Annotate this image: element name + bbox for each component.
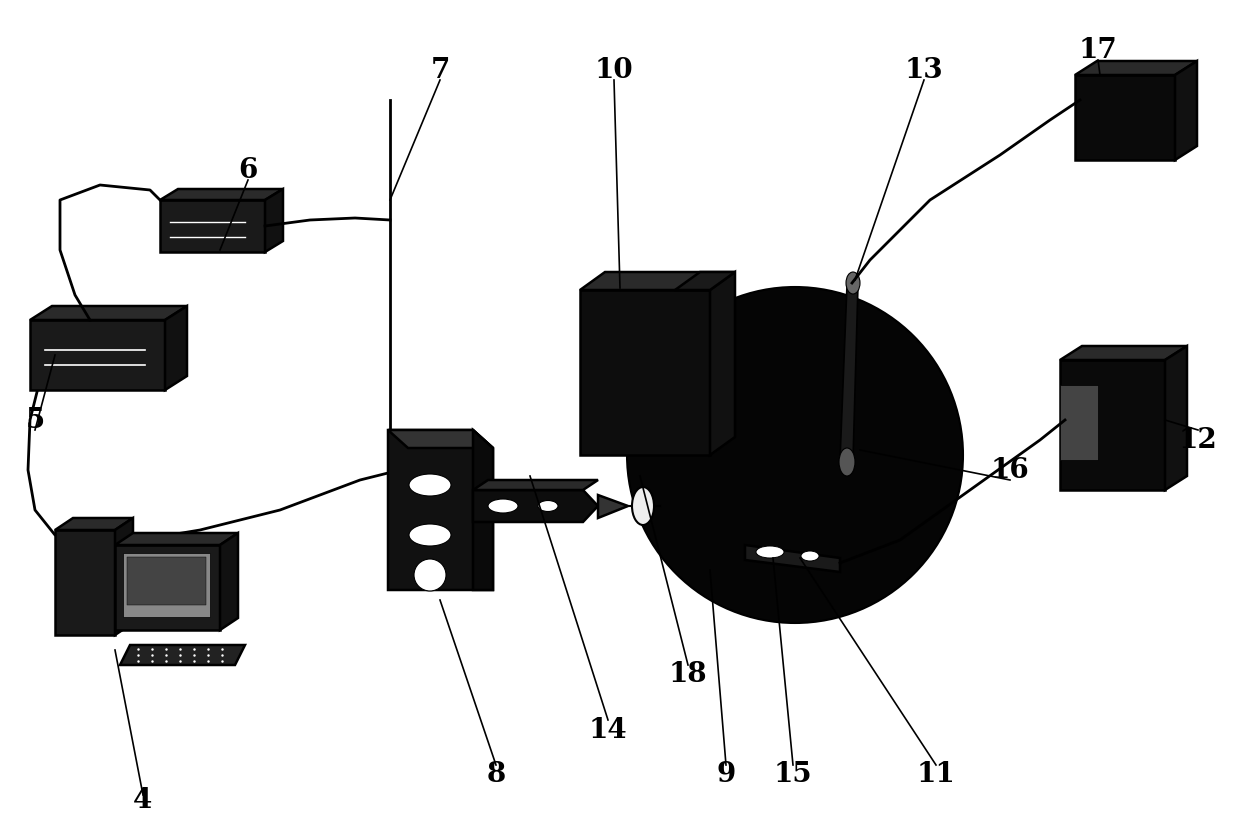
Polygon shape xyxy=(120,645,246,665)
Text: 17: 17 xyxy=(1079,37,1117,64)
Ellipse shape xyxy=(756,546,784,558)
Polygon shape xyxy=(580,272,735,290)
Polygon shape xyxy=(1060,346,1187,360)
Polygon shape xyxy=(123,553,210,617)
Polygon shape xyxy=(115,533,238,545)
Polygon shape xyxy=(388,430,494,590)
Polygon shape xyxy=(1166,346,1187,490)
Text: 10: 10 xyxy=(595,56,634,84)
Polygon shape xyxy=(839,285,858,460)
Polygon shape xyxy=(1060,360,1166,490)
Polygon shape xyxy=(472,490,598,522)
Ellipse shape xyxy=(538,501,558,512)
Ellipse shape xyxy=(409,474,451,496)
Polygon shape xyxy=(598,495,627,518)
Polygon shape xyxy=(1075,75,1176,160)
Text: 12: 12 xyxy=(1179,426,1218,454)
Text: 14: 14 xyxy=(589,717,627,743)
Ellipse shape xyxy=(839,448,856,476)
Polygon shape xyxy=(160,200,265,252)
Text: 11: 11 xyxy=(916,762,955,789)
Text: 7: 7 xyxy=(430,56,450,84)
Polygon shape xyxy=(1075,61,1197,75)
Polygon shape xyxy=(472,480,598,490)
Polygon shape xyxy=(115,545,219,630)
Polygon shape xyxy=(219,533,238,630)
Text: 9: 9 xyxy=(717,762,735,789)
Polygon shape xyxy=(160,189,283,200)
Text: 15: 15 xyxy=(774,762,812,789)
Ellipse shape xyxy=(801,551,818,561)
Polygon shape xyxy=(30,320,165,390)
Text: 8: 8 xyxy=(486,762,506,789)
Text: 16: 16 xyxy=(991,456,1029,483)
Polygon shape xyxy=(30,306,187,320)
Circle shape xyxy=(627,287,963,623)
Polygon shape xyxy=(55,530,115,635)
Polygon shape xyxy=(745,545,839,572)
Polygon shape xyxy=(1176,61,1197,160)
Ellipse shape xyxy=(489,499,518,513)
Ellipse shape xyxy=(632,487,653,525)
Polygon shape xyxy=(126,557,206,605)
Circle shape xyxy=(414,559,446,591)
Polygon shape xyxy=(55,518,133,530)
Text: 13: 13 xyxy=(905,56,944,84)
Text: 6: 6 xyxy=(238,157,258,184)
Text: 5: 5 xyxy=(25,407,45,434)
Text: 4: 4 xyxy=(134,786,153,814)
Polygon shape xyxy=(265,189,283,252)
Ellipse shape xyxy=(409,524,451,546)
Text: 18: 18 xyxy=(668,661,707,689)
Polygon shape xyxy=(115,518,133,635)
Polygon shape xyxy=(580,290,711,455)
Polygon shape xyxy=(1060,385,1097,460)
Polygon shape xyxy=(165,306,187,390)
Polygon shape xyxy=(711,272,735,455)
Ellipse shape xyxy=(846,272,861,294)
Polygon shape xyxy=(388,430,494,448)
Polygon shape xyxy=(472,430,494,590)
Polygon shape xyxy=(675,272,735,290)
